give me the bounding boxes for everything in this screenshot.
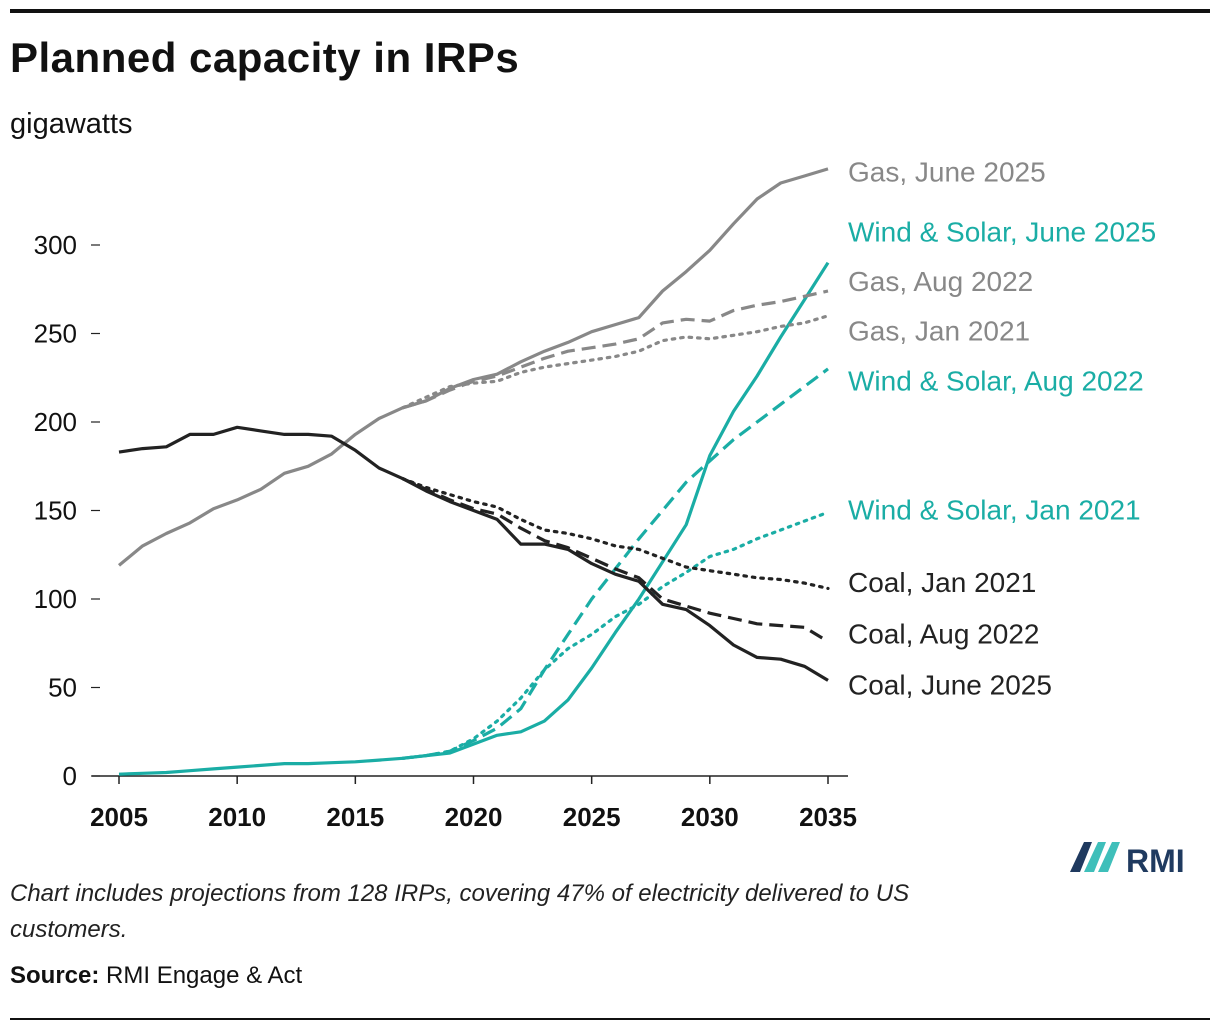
logo-mark-teal xyxy=(1084,842,1106,872)
logo-mark-teal-2 xyxy=(1098,842,1120,872)
source-label: Source: xyxy=(10,962,100,989)
x-tick-label: 2010 xyxy=(208,802,266,832)
series-end-label: Gas, Aug 2022 xyxy=(848,266,1033,297)
chart-axes: 2005 2010 2015 2020 2025 2030 2035 0 50 100 150 200… xyxy=(34,230,857,832)
x-tick-label: 2015 xyxy=(326,802,384,832)
series-line-gas-solid xyxy=(117,167,829,567)
series-end-label: Wind & Solar, Jan 2021 xyxy=(848,495,1141,526)
series-end-label: Coal, Aug 2022 xyxy=(848,618,1040,649)
series-end-label: Coal, Jan 2021 xyxy=(848,567,1036,598)
x-tick-label: 2030 xyxy=(681,802,739,832)
series-line-gas-dashed xyxy=(402,289,829,410)
series-end-label: Coal, June 2025 xyxy=(848,670,1052,701)
chart-end-labels: Gas, June 2025 Wind & Solar, June 2025 Gas… xyxy=(848,156,1156,700)
chart-note: Chart includes projections from 128 IRPs… xyxy=(10,880,910,943)
series-line-wind-solar-solid xyxy=(118,261,830,776)
series-line-wind-solar-dotted xyxy=(401,510,830,760)
source-text: RMI Engage & Act xyxy=(106,962,303,989)
x-tick-label: 2005 xyxy=(90,802,148,832)
source-line: Source: RMI Engage & Act xyxy=(10,962,302,990)
top-rule xyxy=(10,9,1210,13)
series-line-coal-dashed xyxy=(401,477,829,643)
y-tick-label: 250 xyxy=(34,319,77,349)
bottom-rule xyxy=(10,1018,1210,1020)
logo-mark-dark xyxy=(1070,842,1092,872)
series-end-label: Gas, June 2025 xyxy=(848,156,1046,187)
y-tick-label: 100 xyxy=(34,584,77,614)
line-chart: 2005 2010 2015 2020 2025 2030 2035 0 50 100 150 200… xyxy=(34,156,1157,832)
chart-lines xyxy=(117,167,830,776)
series-line-coal-solid xyxy=(118,425,829,682)
series-line-wind-solar-dashed xyxy=(402,367,829,760)
series-end-label: Gas, Jan 2021 xyxy=(848,316,1030,347)
logo-text: RMI xyxy=(1126,843,1185,878)
y-tick-label: 300 xyxy=(34,230,77,260)
rmi-logo: RMI xyxy=(1070,842,1185,878)
y-tick-label: 150 xyxy=(34,496,77,526)
series-line-gas-dotted xyxy=(401,314,830,410)
y-tick-label: 0 xyxy=(63,761,77,791)
chart-title: Planned capacity in IRPs xyxy=(10,34,520,81)
x-tick-label: 2035 xyxy=(799,802,857,832)
chart-subtitle: gigawatts xyxy=(10,108,133,140)
series-line-coal-dotted xyxy=(401,477,830,590)
series-end-label: Wind & Solar, June 2025 xyxy=(848,217,1156,248)
x-tick-label: 2020 xyxy=(445,802,503,832)
y-tick-label: 50 xyxy=(48,673,77,703)
series-end-label: Wind & Solar, Aug 2022 xyxy=(848,365,1144,396)
y-tick-label: 200 xyxy=(34,407,77,437)
x-tick-label: 2025 xyxy=(563,802,621,832)
